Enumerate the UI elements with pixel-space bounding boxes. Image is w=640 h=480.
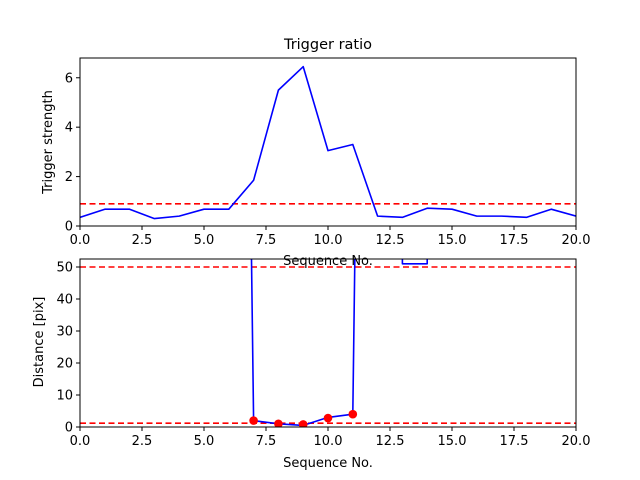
x-tick-label-top-1: 2.5 <box>132 233 153 248</box>
y-tick-label-top-1: 2 <box>65 170 73 185</box>
series-line-bottom-0-1 <box>401 259 429 265</box>
x-tick-label-top-5: 12.5 <box>376 233 405 248</box>
y-tick-label-bottom-3: 30 <box>56 325 73 340</box>
y-tick-label-bottom-2: 20 <box>56 357 73 372</box>
plot-title: Trigger ratio <box>283 37 372 53</box>
y-tick-label-top-3: 6 <box>65 71 73 86</box>
x-tick-label-bottom-5: 12.5 <box>376 434 405 449</box>
y-tick-label-bottom-4: 40 <box>56 293 73 308</box>
y-tick-label-bottom-5: 50 <box>56 261 73 276</box>
data-point-bottom-0 <box>249 416 258 425</box>
x-tick-label-top-3: 7.5 <box>256 233 277 248</box>
x-tick-label-top-6: 15.0 <box>438 233 467 248</box>
data-point-bottom-3 <box>323 413 333 423</box>
x-axis-label-bottom: Sequence No. <box>283 456 373 471</box>
y-tick-label-bottom-0: 0 <box>65 421 73 436</box>
plot-area-top <box>80 65 576 220</box>
y-axis-label-bottom: Distance [pix] <box>32 297 47 388</box>
trigger-ratio-plot: Trigger ratio Sequence No. Trigger stren… <box>41 37 590 269</box>
series-line-top-0-0 <box>80 65 576 220</box>
x-tick-label-bottom-6: 15.0 <box>438 434 467 449</box>
x-tick-label-bottom-8: 20.0 <box>562 434 591 449</box>
x-tick-label-bottom-1: 2.5 <box>132 434 153 449</box>
x-tick-label-top-2: 5.0 <box>194 233 215 248</box>
data-point-bottom-2 <box>298 420 308 427</box>
x-tick-label-bottom-7: 17.5 <box>500 434 529 449</box>
x-tick-label-bottom-2: 5.0 <box>194 434 215 449</box>
data-point-bottom-1 <box>274 419 283 427</box>
plot-area-bottom <box>80 259 576 427</box>
x-tick-label-top-7: 17.5 <box>500 233 529 248</box>
x-tick-label-top-8: 20.0 <box>562 233 591 248</box>
x-axis-label-top: Sequence No. <box>283 254 373 269</box>
y-tick-label-top-2: 4 <box>65 121 73 136</box>
x-tick-label-bottom-4: 10.0 <box>314 434 343 449</box>
data-point-bottom-4 <box>348 409 358 419</box>
y-tick-label-bottom-1: 10 <box>56 389 73 404</box>
x-tick-label-bottom-3: 7.5 <box>256 434 277 449</box>
distance-plot: Sequence No. Distance [pix] 0.0 2.5 5.0 7.5… <box>32 258 591 471</box>
y-tick-label-top-0: 0 <box>65 220 73 235</box>
x-tick-label-top-4: 10.0 <box>314 233 343 248</box>
x-tick-label-top-0: 0.0 <box>70 233 91 248</box>
x-tick-label-bottom-0: 0.0 <box>70 434 91 449</box>
y-axis-label-top: Trigger strength <box>41 90 56 195</box>
